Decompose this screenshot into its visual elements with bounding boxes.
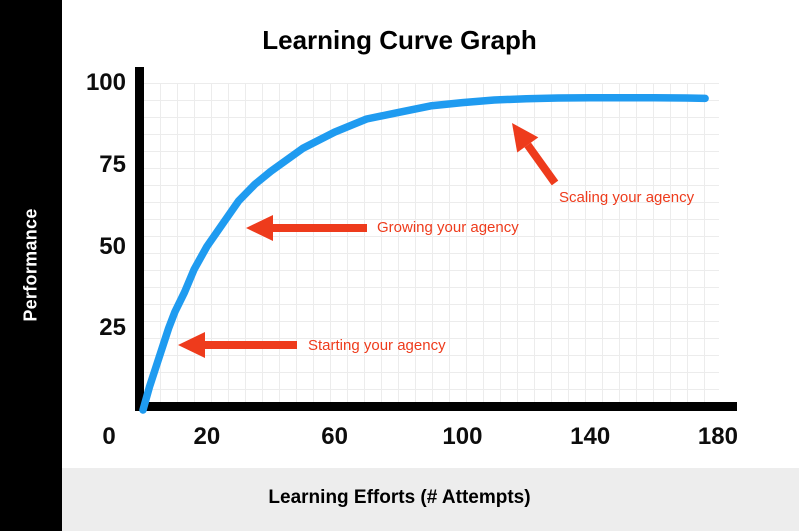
x-tick-label: 0 xyxy=(102,423,116,450)
y-axis-line xyxy=(135,67,144,411)
plot-grid xyxy=(143,83,719,403)
x-axis-line xyxy=(135,402,737,411)
x-tick-label: 20 xyxy=(193,423,221,450)
annotation-label: Growing your agency xyxy=(377,219,519,236)
y-axis-band xyxy=(0,0,62,531)
y-tick-label: 50 xyxy=(99,232,126,260)
annotation-label: Starting your agency xyxy=(308,337,446,354)
x-tick-label: 140 xyxy=(570,423,611,450)
y-axis-title: Performance xyxy=(20,208,41,322)
y-tick-label: 100 xyxy=(85,69,126,96)
x-axis-title: Learning Efforts (# Attempts) xyxy=(268,487,531,508)
x-tick-label: 180 xyxy=(697,423,738,450)
x-axis-band xyxy=(62,468,799,531)
annotation-label: Scaling your agency xyxy=(559,189,695,206)
x-tick-label: 100 xyxy=(442,423,483,450)
x-tick-label: 60 xyxy=(321,423,348,450)
chart-title: Learning Curve Graph xyxy=(262,25,537,55)
y-tick-label: 25 xyxy=(99,314,126,342)
y-tick-label: 75 xyxy=(99,150,126,178)
